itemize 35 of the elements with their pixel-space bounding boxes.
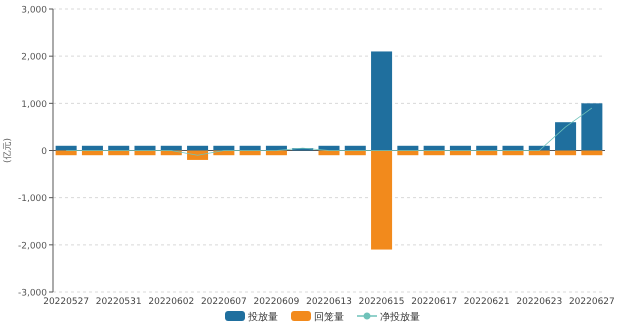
bar	[581, 103, 602, 150]
y-tick-label: -3,000	[18, 288, 48, 298]
x-tick-label: 20220613	[306, 297, 352, 307]
x-tick-label: 20220621	[464, 297, 510, 307]
bar	[555, 122, 576, 150]
x-tick-label: 20220617	[411, 297, 458, 307]
x-tick-label: 20220607	[200, 297, 247, 307]
legend-label: 净投放量	[380, 311, 420, 323]
bar	[581, 150, 602, 156]
legend-label: 投放量	[247, 311, 278, 323]
y-tick-label: 0	[41, 147, 48, 157]
y-tick-label: -2,000	[18, 241, 48, 252]
x-tick-label: 20220623	[516, 297, 562, 307]
y-tick-label: 2,000	[21, 52, 48, 63]
x-tick-label: 20220602	[148, 297, 194, 307]
y-tick-label: -1,000	[18, 194, 48, 204]
bar	[371, 150, 392, 250]
bar	[187, 146, 208, 150]
bar	[555, 150, 576, 156]
x-tick-label: 20220527	[43, 297, 90, 307]
bar	[528, 150, 550, 156]
x-tick-label: 20220627	[568, 297, 615, 307]
x-tick-label: 20220531	[96, 297, 142, 307]
line-series	[66, 108, 592, 156]
y-axis-title: (亿元)	[2, 138, 13, 164]
legend-label: 回笼量	[314, 311, 344, 323]
bar	[371, 51, 392, 150]
bar	[56, 146, 77, 150]
bar	[187, 150, 208, 160]
y-tick-label: 1,000	[21, 100, 48, 110]
y-tick-label: 3,000	[21, 6, 48, 16]
bar	[56, 150, 77, 156]
bar	[160, 146, 182, 150]
x-tick-label: 20220609	[254, 297, 300, 307]
x-tick-label: 20220615	[358, 297, 404, 307]
